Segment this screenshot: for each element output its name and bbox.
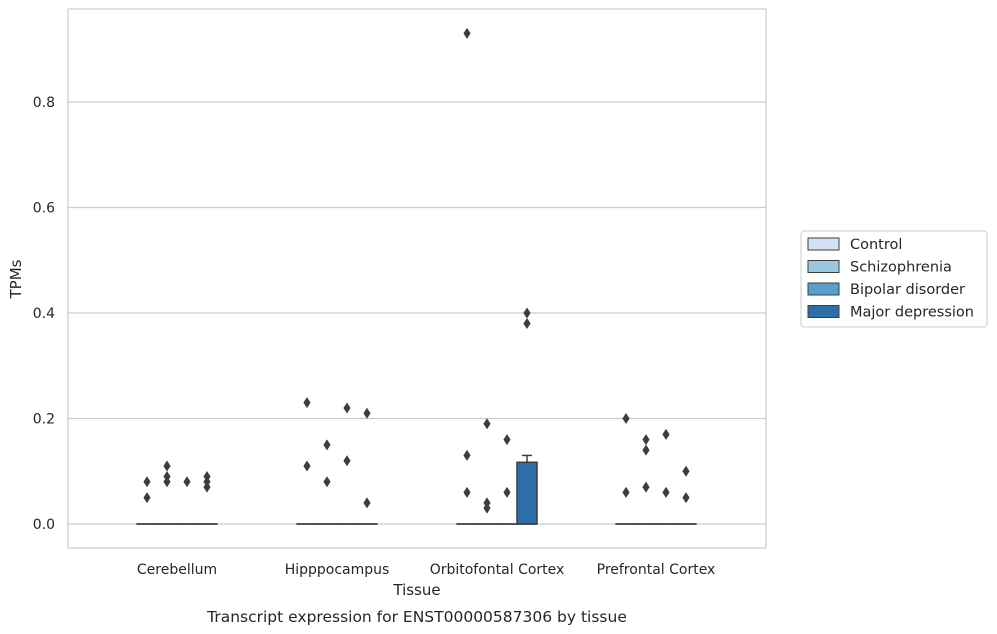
outlier-point (203, 481, 211, 493)
outlier-point (523, 318, 531, 330)
outlier-point (642, 481, 650, 493)
outlier-point (622, 486, 630, 498)
outlier-point (503, 486, 511, 498)
outlier-point (143, 492, 151, 504)
outlier-point (463, 449, 471, 461)
outlier-point (463, 27, 471, 39)
y-tick-labels: 0.0 0.2 0.4 0.6 0.8 (33, 95, 55, 533)
outlier-point (363, 497, 371, 509)
outlier-point (642, 444, 650, 456)
x-tick-labels: Cerebellum Hipppocampus Orbitofontal Corte… (137, 562, 715, 578)
outlier-point (343, 402, 351, 414)
x-tick-label: Cerebellum (137, 562, 217, 578)
legend: Control Schizophrenia Bipolar disorder Majo… (800, 230, 988, 328)
y-tick-label: 0.6 (33, 201, 55, 217)
outlier-point (662, 428, 670, 440)
x-tick-label: Hipppocampus (285, 562, 390, 578)
outlier-point (343, 455, 351, 467)
y-axis-label: TPMs (7, 259, 25, 299)
plot-frame (67, 8, 767, 549)
outlier-point (323, 476, 331, 488)
outlier-point (523, 307, 531, 319)
legend-label: Control (850, 237, 902, 253)
outlier-point (483, 502, 491, 514)
legend-frame (800, 230, 988, 328)
outlier-point (662, 486, 670, 498)
x-tick-label: Orbitofontal Cortex (430, 562, 565, 578)
legend-label: Bipolar disorder (850, 282, 965, 298)
y-tick-label: 0.0 (33, 517, 55, 533)
outlier-point (503, 434, 511, 446)
outlier-point (642, 434, 650, 446)
box-rect (516, 461, 538, 525)
outlier-point (363, 407, 371, 419)
outlier-point (303, 397, 311, 409)
outlier-point (682, 492, 690, 504)
legend-swatch (807, 260, 840, 273)
y-tick-label: 0.8 (33, 95, 55, 111)
box-group (136, 454, 697, 525)
legend-swatch (807, 305, 840, 318)
legend-label: Major depression (850, 305, 974, 321)
x-tick-label: Prefrontal Cortex (597, 562, 716, 578)
outlier-point (183, 476, 191, 488)
outlier-point (163, 476, 171, 488)
outlier-point (622, 413, 630, 424)
outlier-point (323, 439, 331, 451)
outlier-point (163, 460, 171, 472)
outlier-point (682, 465, 690, 477)
outlier-point (303, 460, 311, 472)
plot-background (68, 9, 766, 548)
legend-swatch (807, 237, 840, 251)
box-major-depression (516, 454, 538, 525)
y-tick-label: 0.2 (33, 412, 55, 428)
legend-label: Schizophrenia (850, 260, 952, 276)
y-tick-label: 0.4 (33, 306, 55, 322)
chart-caption: Transcript expression for ENST0000058730… (206, 608, 627, 626)
outlier-point (483, 418, 491, 430)
outlier-point (143, 476, 151, 488)
outlier-group (143, 27, 690, 514)
outlier-point (463, 486, 471, 498)
x-axis-label: Tissue (392, 581, 440, 599)
legend-swatch (807, 282, 840, 296)
